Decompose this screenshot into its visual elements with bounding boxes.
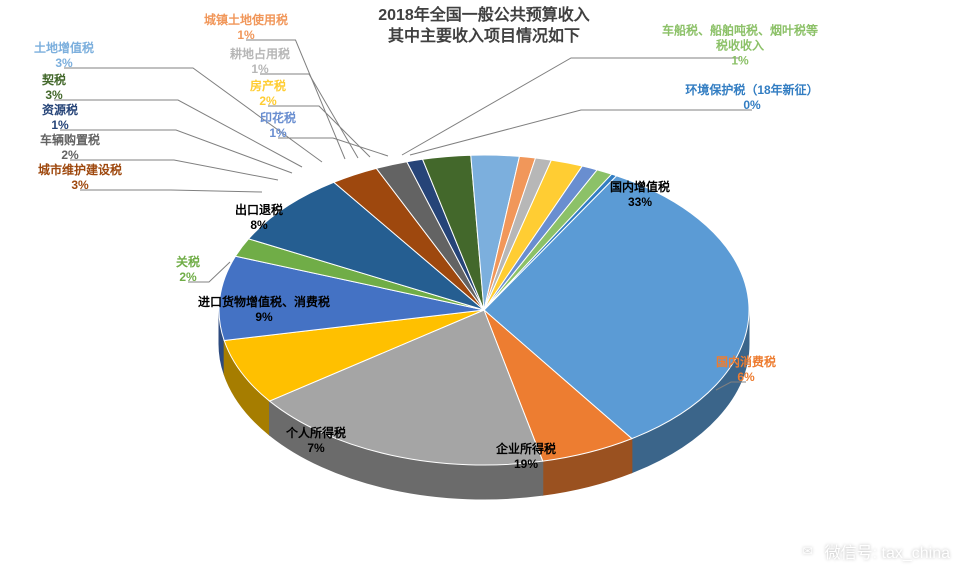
watermark-text: 微信号: tax_china bbox=[825, 539, 950, 563]
pie-chart-3d: 2018年全国一般公共预算收入 其中主要收入项目情况如下 国内增值税33%国内消… bbox=[0, 0, 968, 573]
leader-line bbox=[54, 100, 302, 167]
pie-svg bbox=[0, 0, 968, 573]
leader-line bbox=[268, 106, 370, 157]
leader-line bbox=[246, 40, 345, 159]
leader-line bbox=[260, 74, 358, 158]
leader-line bbox=[278, 138, 388, 156]
leader-line bbox=[80, 190, 262, 192]
leader-line bbox=[70, 160, 278, 180]
leader-line bbox=[410, 110, 752, 155]
leader-line bbox=[64, 68, 322, 162]
watermark: ✉ 微信号: tax_china bbox=[797, 539, 950, 563]
leader-line bbox=[60, 130, 292, 173]
leader-line bbox=[402, 58, 740, 155]
wechat-icon: ✉ bbox=[797, 540, 819, 562]
